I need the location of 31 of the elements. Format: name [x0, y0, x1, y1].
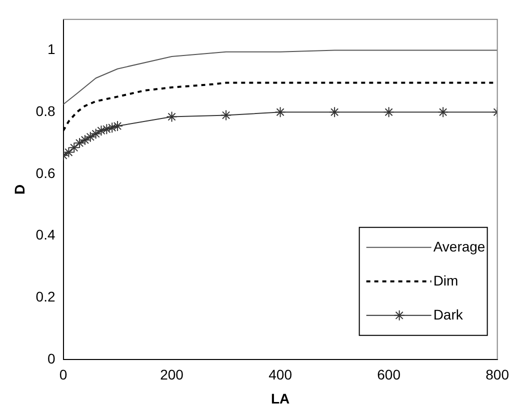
- x-tick-label: 400: [268, 366, 292, 383]
- y-tick-label: 0.6: [36, 164, 56, 181]
- y-tick-label: 0.4: [36, 226, 56, 243]
- point: [106, 122, 118, 134]
- point: [112, 120, 124, 132]
- point: [166, 111, 178, 122]
- y-tick-label: 0.2: [36, 288, 56, 304]
- point: [90, 128, 102, 140]
- x-tick-label: 800: [486, 366, 510, 383]
- legend-label: Dark: [433, 306, 464, 322]
- x-tick-label: 0: [59, 366, 68, 383]
- y-tick-label: 0.8: [36, 102, 56, 119]
- x-tick-label: 200: [160, 366, 184, 383]
- point: [96, 125, 107, 136]
- point: [68, 142, 80, 154]
- point: [274, 106, 286, 118]
- y-axis-title: D: [11, 184, 28, 194]
- point: [438, 106, 449, 118]
- legend-label: Average: [433, 238, 486, 254]
- y-tick-label: 1: [47, 41, 56, 58]
- x-axis-title: LA: [270, 390, 290, 406]
- point: [329, 106, 340, 118]
- point: [220, 110, 232, 121]
- point: [84, 131, 96, 142]
- y-tick-label: 0: [47, 350, 56, 366]
- point: [101, 124, 112, 135]
- point: [79, 134, 90, 146]
- x-tick-label: 600: [377, 366, 401, 383]
- point: [383, 106, 394, 118]
- legend-label: Dim: [433, 272, 458, 288]
- point: [74, 138, 86, 149]
